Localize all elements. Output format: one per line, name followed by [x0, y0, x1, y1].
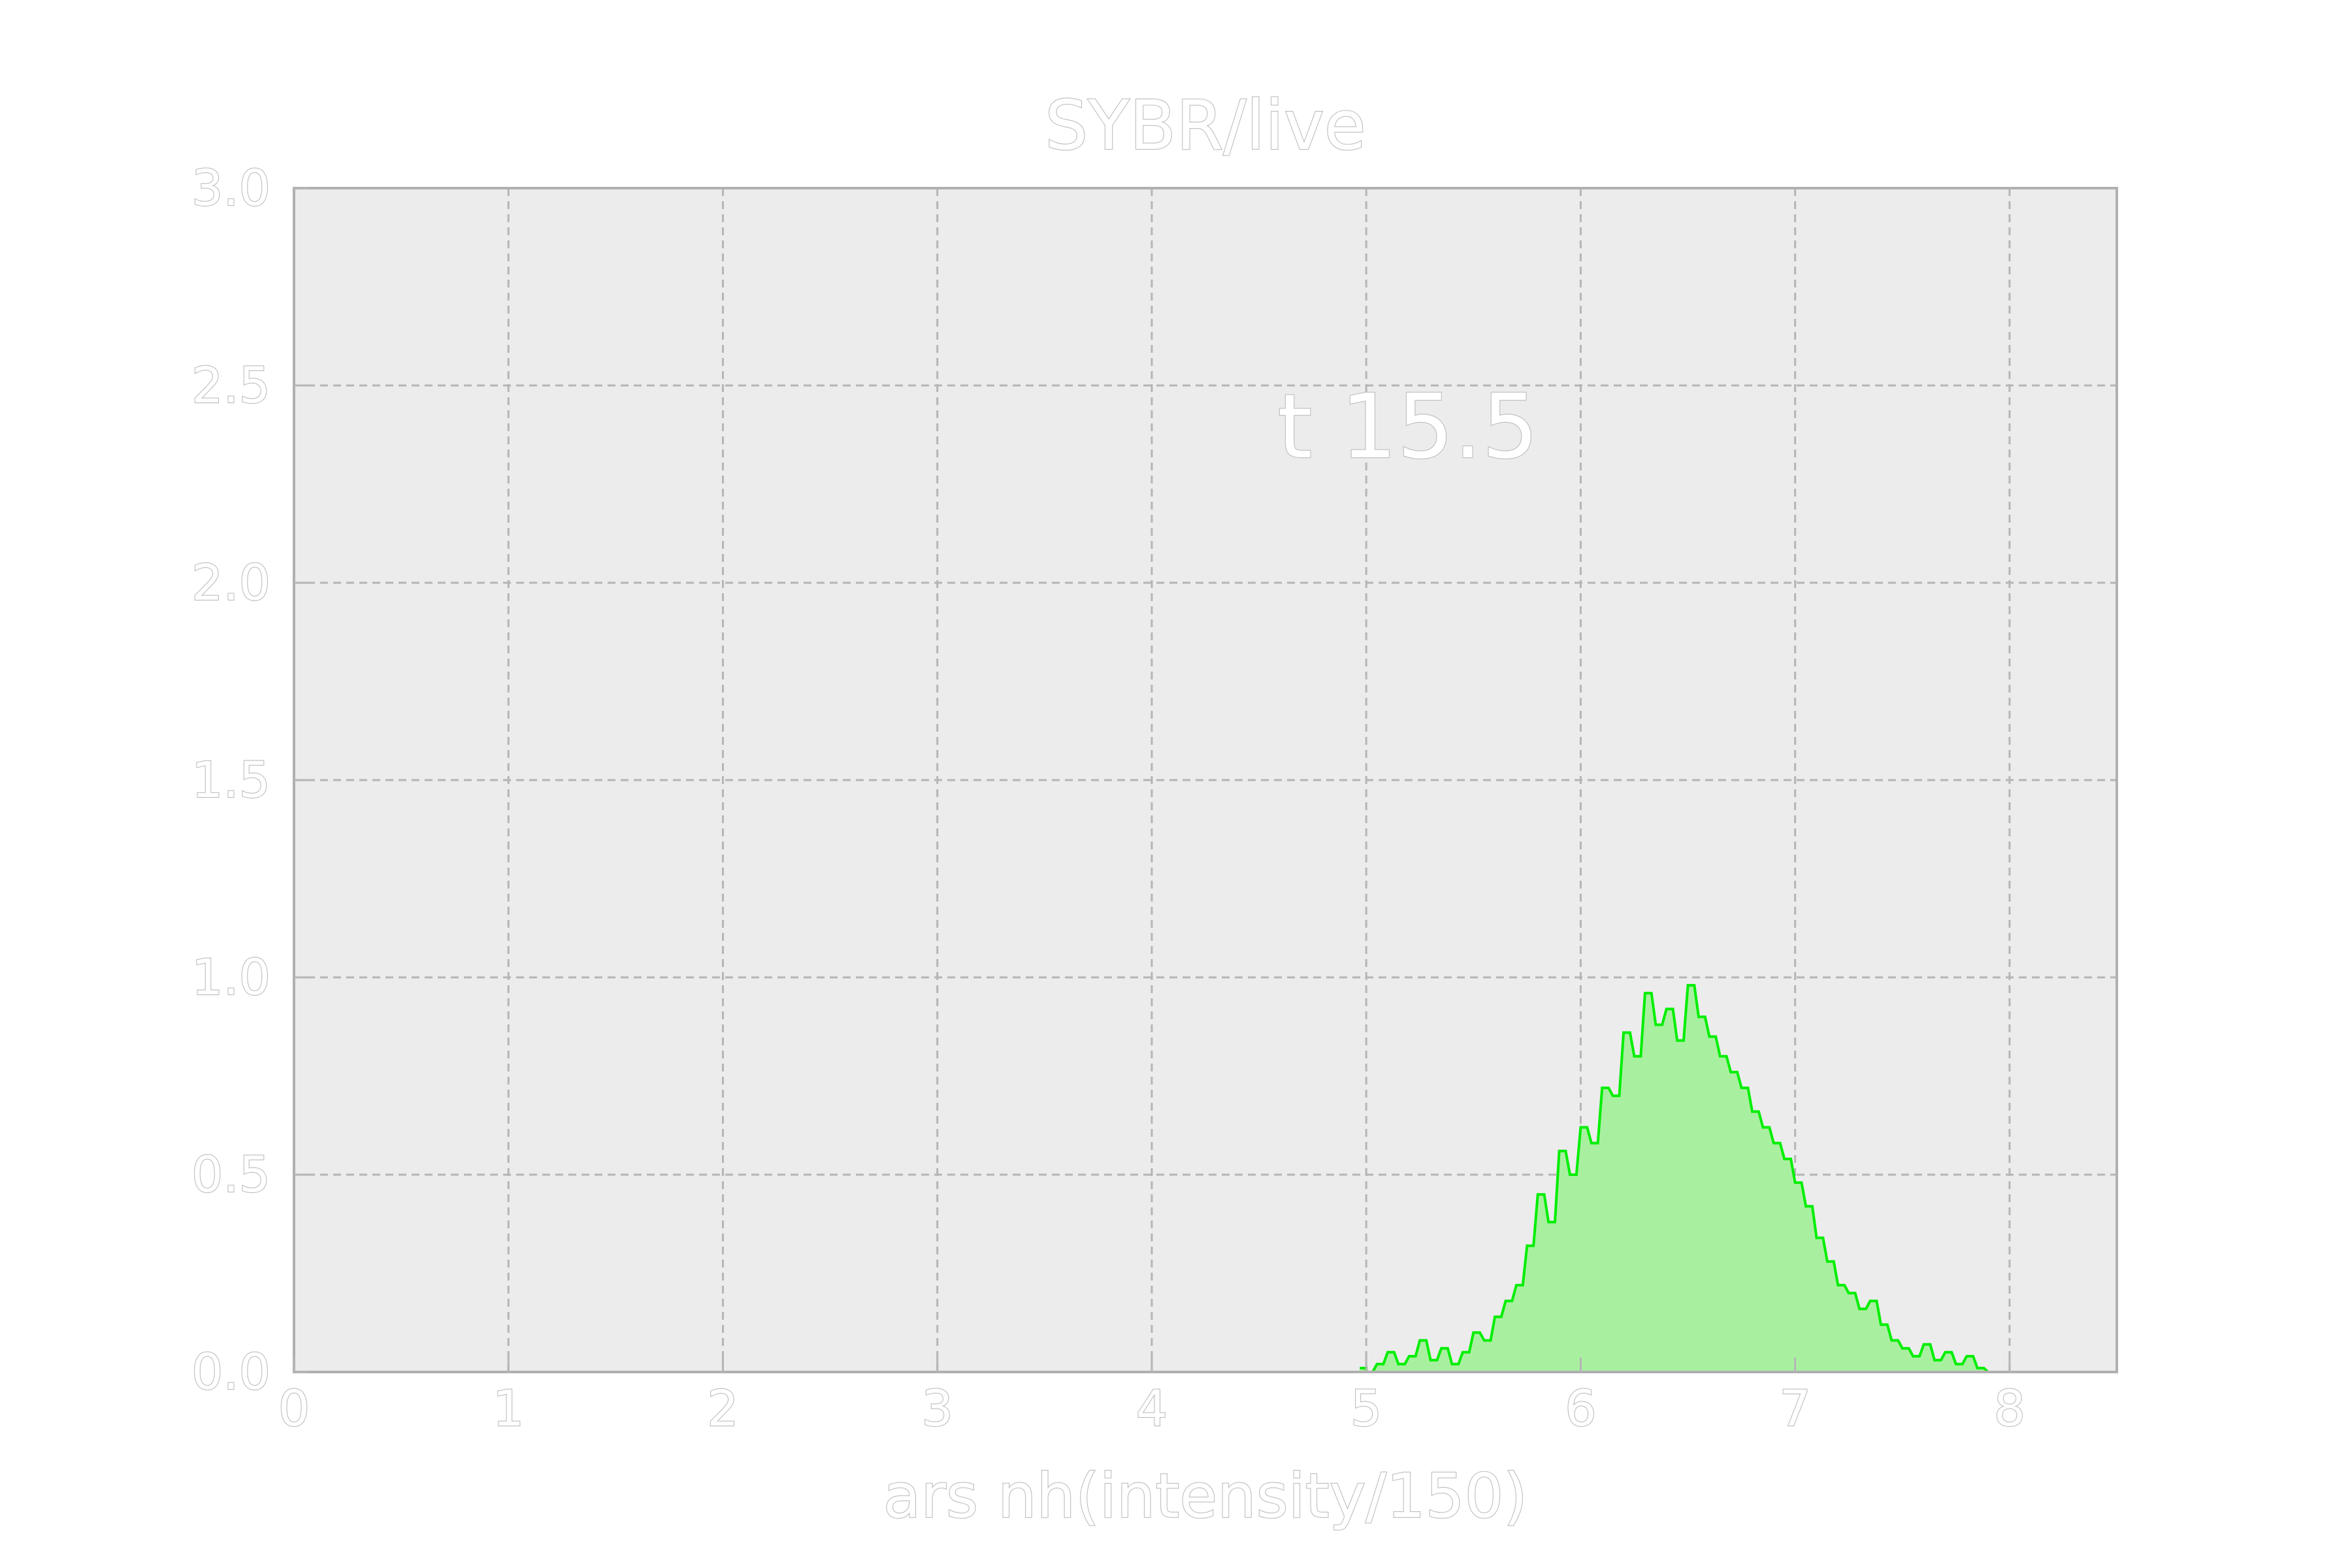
x-tick-label: 4 — [1136, 1379, 1168, 1437]
y-tick-label: 2.5 — [191, 356, 270, 414]
y-tick-label: 0.0 — [191, 1343, 270, 1401]
y-tick-label: 1.5 — [191, 751, 270, 809]
x-tick-label: 0 — [278, 1379, 310, 1437]
x-tick-label: 8 — [1994, 1379, 2025, 1437]
series-layer — [1360, 984, 1995, 1373]
x-axis-label: ars nh(intensity/150) — [883, 1461, 1527, 1532]
tick-marks — [293, 187, 2011, 1373]
chart-title: SYBR/live — [1045, 86, 1366, 165]
y-tick-label: 3.0 — [191, 159, 270, 217]
tick-labels: 0 1 2 3 4 5 6 7 8 0.0 0.5 1.0 1.5 2.0 2.5 3.0 — [191, 158, 2026, 1438]
grid-lines — [294, 188, 2117, 1372]
x-tick-label: 6 — [1565, 1379, 1596, 1437]
x-tick-label: 3 — [922, 1379, 953, 1437]
x-tick-label: 1 — [493, 1379, 524, 1437]
histogram-line — [1360, 984, 1995, 1373]
y-tick-label: 1.0 — [191, 948, 270, 1006]
x-tick-label: 2 — [707, 1379, 738, 1437]
x-tick-label: 5 — [1350, 1379, 1382, 1437]
time-annotation: t 15.5 — [1277, 376, 1538, 479]
y-tick-label: 2.0 — [191, 553, 270, 612]
y-tick-label: 0.5 — [191, 1145, 270, 1203]
x-tick-label: 7 — [1779, 1379, 1810, 1437]
